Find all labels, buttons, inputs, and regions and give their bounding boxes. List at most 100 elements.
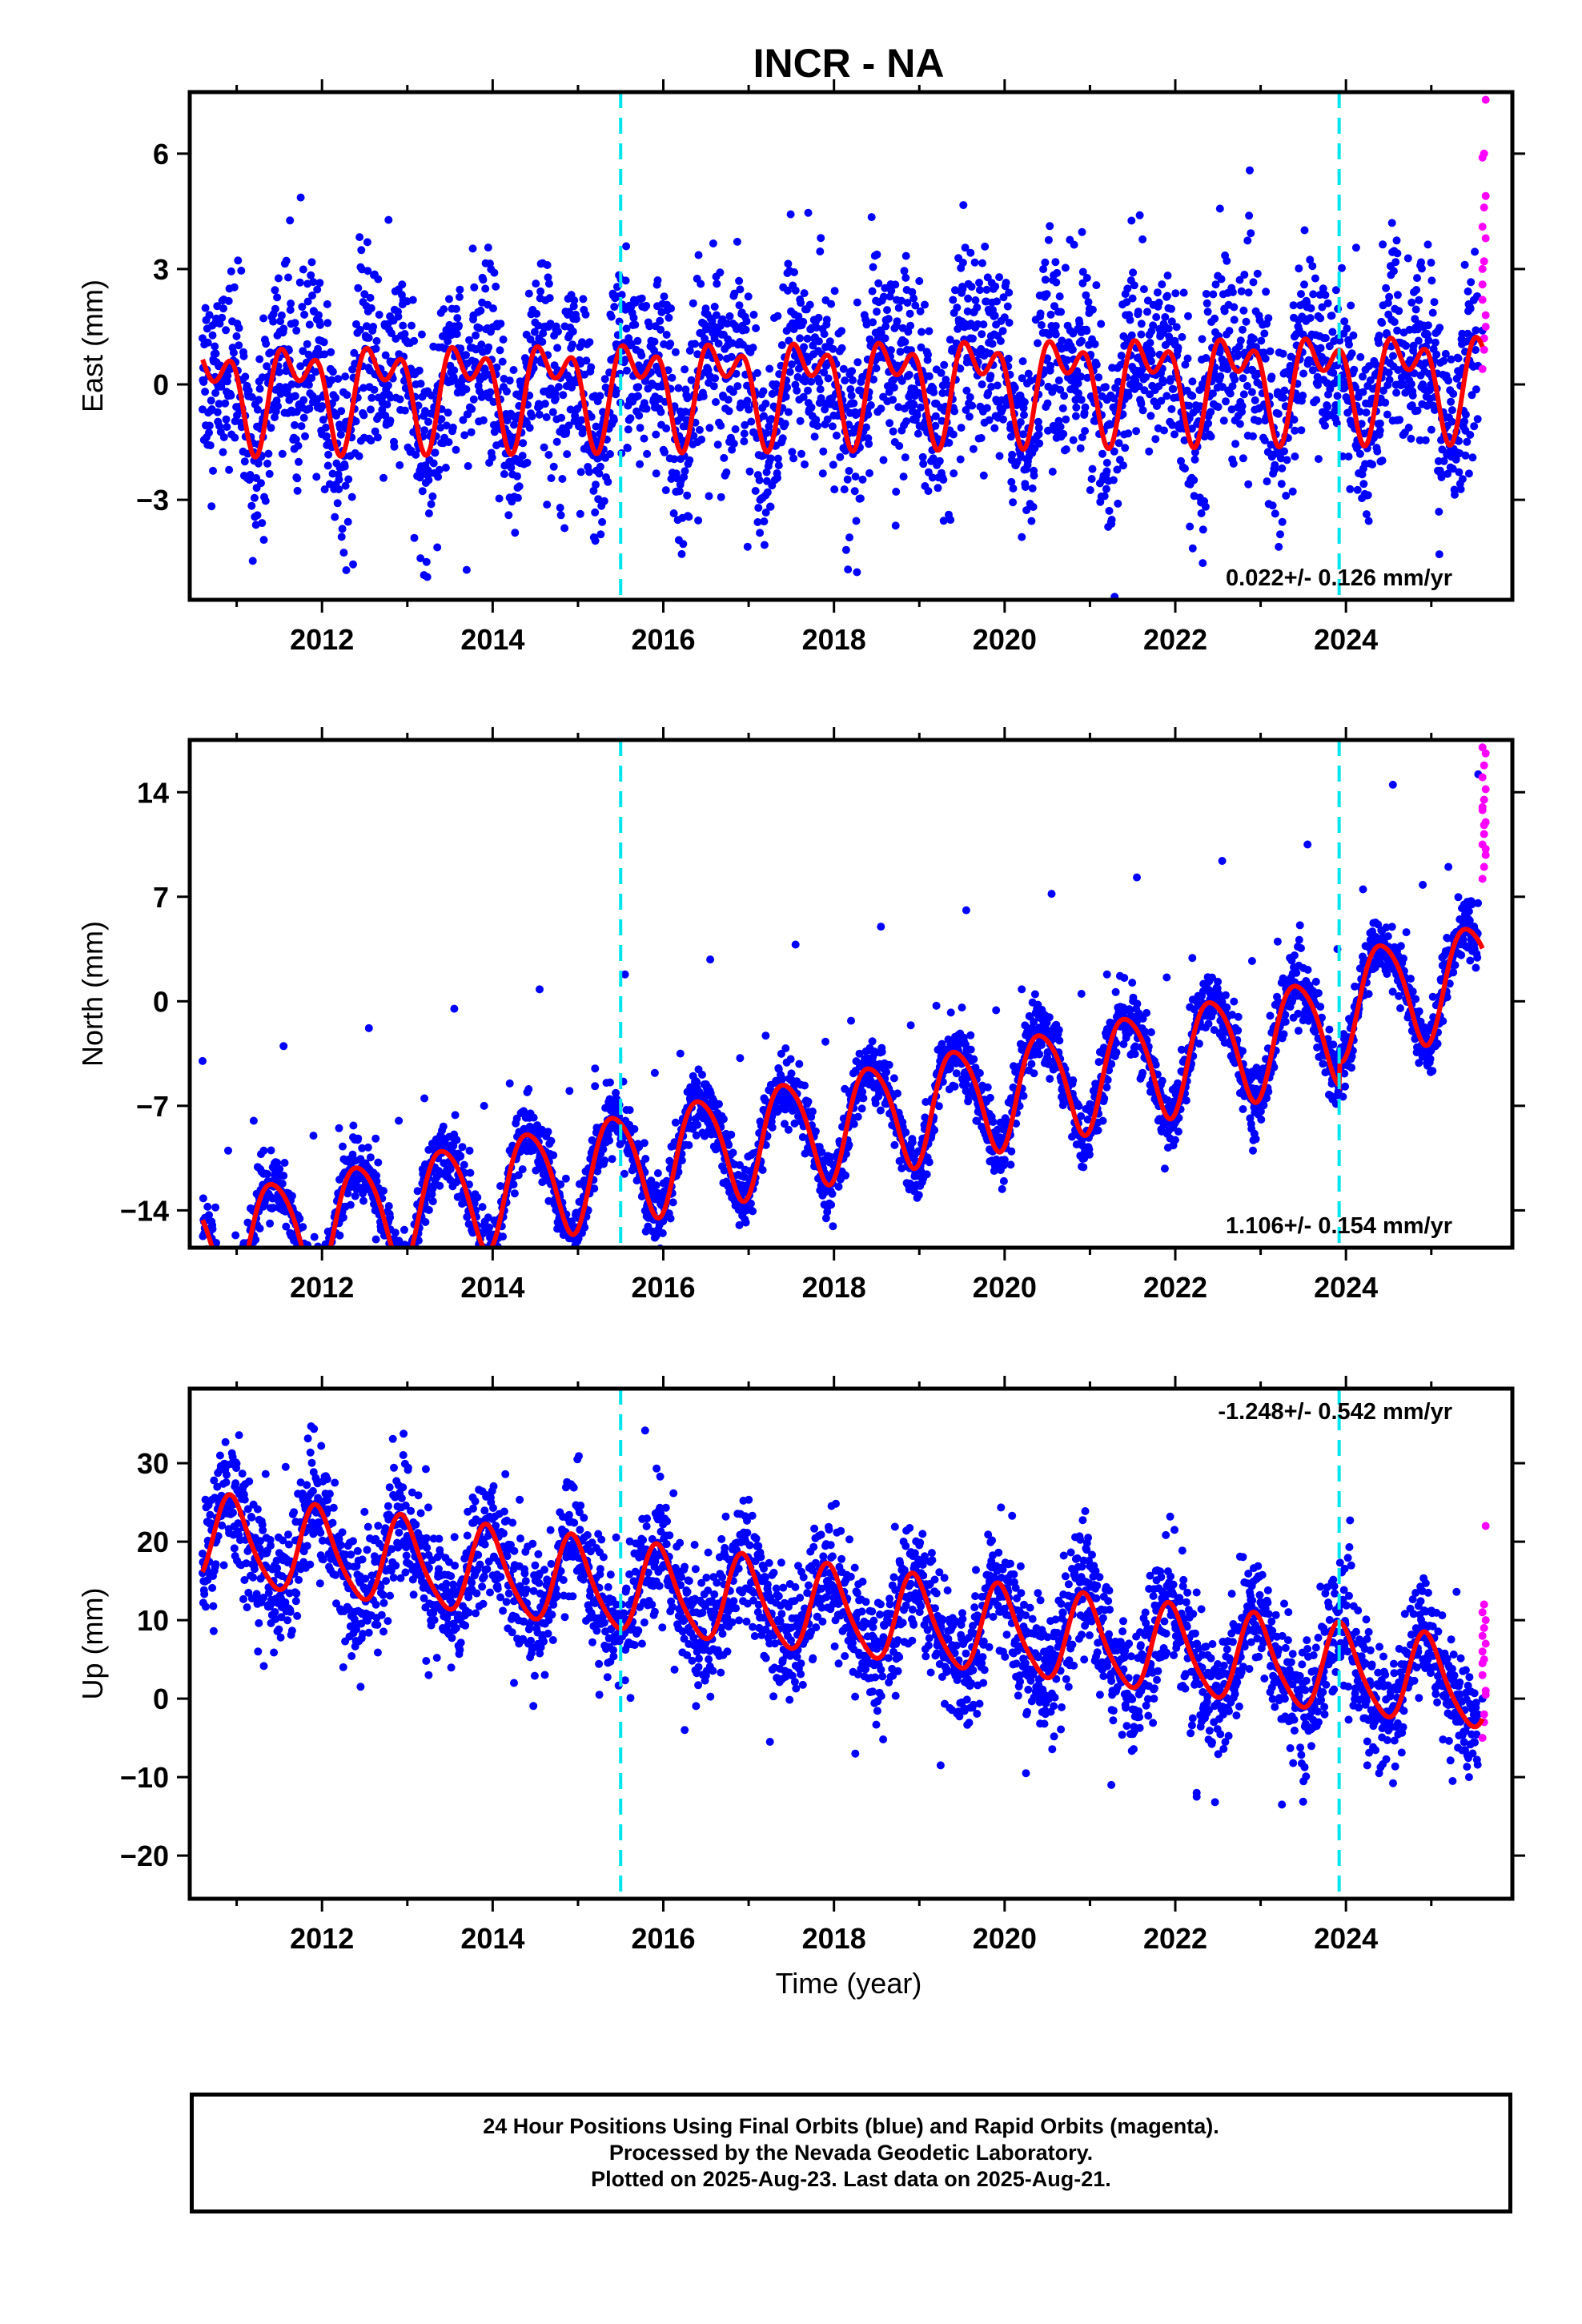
final-orbit-point bbox=[818, 469, 827, 478]
final-orbit-point bbox=[784, 1125, 793, 1134]
final-orbit-point bbox=[1299, 392, 1307, 400]
final-orbit-point bbox=[581, 310, 590, 319]
final-orbit-point bbox=[1431, 338, 1439, 347]
final-orbit-point bbox=[1359, 372, 1367, 381]
final-orbit-point bbox=[864, 410, 873, 419]
final-orbit-point bbox=[766, 454, 775, 463]
final-orbit-point bbox=[709, 382, 718, 391]
final-orbit-point bbox=[759, 387, 768, 396]
final-orbit-point bbox=[271, 304, 279, 313]
final-orbit-point bbox=[535, 410, 544, 419]
final-orbit-point bbox=[745, 405, 753, 414]
final-orbit-point bbox=[343, 1189, 352, 1198]
final-orbit-point bbox=[879, 456, 888, 464]
final-orbit-point bbox=[384, 215, 393, 224]
final-orbit-point bbox=[379, 473, 387, 482]
final-orbit-point bbox=[801, 1081, 809, 1090]
final-orbit-point bbox=[590, 1184, 599, 1193]
final-orbit-point bbox=[444, 438, 453, 447]
final-orbit-point bbox=[211, 1250, 219, 1258]
final-orbit-point bbox=[213, 1256, 221, 1265]
final-orbit-point bbox=[1036, 309, 1045, 318]
final-orbit-point bbox=[233, 1278, 241, 1286]
final-orbit-point bbox=[841, 545, 850, 554]
final-orbit-point bbox=[366, 1153, 375, 1162]
final-orbit-point bbox=[296, 1261, 304, 1269]
final-orbit-point bbox=[1239, 325, 1247, 334]
final-orbit-point bbox=[383, 1258, 391, 1266]
final-orbit-point bbox=[620, 356, 629, 364]
final-orbit-point bbox=[433, 543, 442, 552]
final-orbit-point bbox=[199, 1194, 207, 1203]
final-orbit-point bbox=[279, 324, 288, 333]
final-orbit-point bbox=[1198, 335, 1207, 344]
final-orbit-point bbox=[1102, 383, 1110, 392]
final-orbit-point bbox=[667, 304, 676, 313]
final-orbit-point bbox=[594, 495, 603, 504]
final-orbit-point bbox=[448, 423, 457, 432]
final-orbit-point bbox=[1061, 263, 1070, 272]
final-orbit-point bbox=[244, 386, 253, 395]
final-orbit-point bbox=[215, 400, 223, 408]
final-orbit-point bbox=[1057, 308, 1066, 316]
x-tick-label: 2018 bbox=[802, 623, 866, 656]
final-orbit-point bbox=[1253, 269, 1262, 278]
final-orbit-point bbox=[286, 216, 295, 225]
final-orbit-point bbox=[530, 328, 539, 336]
final-orbit-point bbox=[612, 1088, 620, 1097]
final-orbit-point bbox=[1417, 264, 1426, 273]
final-orbit-point bbox=[637, 351, 646, 360]
final-orbit-point bbox=[773, 473, 781, 482]
final-orbit-point bbox=[264, 449, 273, 458]
final-orbit-point bbox=[216, 1285, 224, 1293]
final-orbit-point bbox=[243, 1285, 251, 1293]
final-orbit-point bbox=[259, 314, 268, 323]
final-orbit-point bbox=[645, 322, 654, 331]
final-orbit-point bbox=[1222, 397, 1230, 406]
final-orbit-point bbox=[773, 312, 782, 320]
final-orbit-point bbox=[901, 453, 909, 462]
final-orbit-point bbox=[725, 312, 734, 320]
final-orbit-point bbox=[1114, 499, 1122, 508]
final-orbit-point bbox=[1414, 336, 1423, 345]
final-orbit-point bbox=[394, 1272, 402, 1280]
final-orbit-point bbox=[787, 360, 796, 368]
final-orbit-point bbox=[390, 442, 399, 451]
final-orbit-point bbox=[569, 302, 578, 311]
final-orbit-point bbox=[1171, 289, 1180, 298]
final-orbit-point bbox=[820, 368, 829, 377]
final-orbit-point bbox=[568, 340, 576, 349]
final-orbit-point bbox=[305, 320, 314, 329]
final-orbit-point bbox=[410, 336, 419, 345]
final-orbit-point bbox=[466, 1168, 475, 1177]
final-orbit-point bbox=[248, 557, 257, 565]
rapid-orbit-point bbox=[1478, 264, 1487, 273]
final-orbit-point bbox=[399, 1265, 407, 1273]
final-orbit-point bbox=[1423, 240, 1432, 249]
final-orbit-point bbox=[829, 1222, 837, 1231]
final-orbit-point bbox=[1230, 316, 1239, 324]
final-orbit-point bbox=[817, 1148, 826, 1156]
final-orbit-point bbox=[911, 301, 920, 310]
final-orbit-point bbox=[754, 504, 763, 513]
final-orbit-point bbox=[544, 273, 552, 282]
final-orbit-point bbox=[600, 1156, 609, 1165]
final-orbit-point bbox=[503, 387, 511, 396]
final-orbit-point bbox=[359, 384, 367, 392]
final-orbit-point bbox=[1460, 260, 1469, 269]
final-orbit-point bbox=[339, 549, 348, 557]
final-orbit-point bbox=[1461, 410, 1470, 419]
final-orbit-point bbox=[879, 292, 888, 301]
final-orbit-point bbox=[1447, 355, 1456, 364]
final-orbit-point bbox=[852, 517, 861, 525]
final-orbit-point bbox=[801, 460, 809, 468]
final-orbit-point bbox=[940, 360, 949, 369]
data-point bbox=[1393, 326, 1402, 335]
final-orbit-point bbox=[1114, 439, 1123, 448]
final-orbit-point bbox=[291, 420, 299, 429]
final-orbit-point bbox=[608, 1155, 616, 1164]
final-orbit-point bbox=[650, 337, 659, 346]
final-orbit-point bbox=[243, 1256, 251, 1265]
final-orbit-point bbox=[979, 471, 988, 480]
final-orbit-point bbox=[416, 554, 425, 563]
